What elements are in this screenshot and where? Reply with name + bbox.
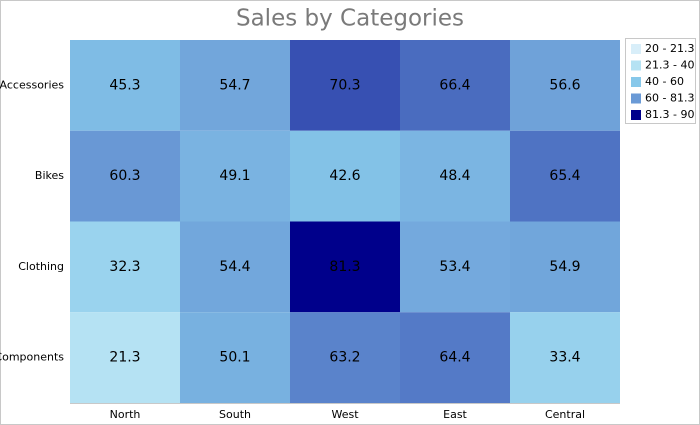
heat-cell (180, 130, 290, 222)
heat-cell (290, 40, 400, 131)
y-tick-label: Bikes (35, 169, 64, 182)
x-tick-label: West (331, 408, 359, 421)
cell-label: 33.4 (549, 350, 580, 366)
cell-label: 48.4 (439, 168, 470, 184)
legend-swatch (631, 60, 641, 71)
legend-label: 40 - 60 (645, 75, 684, 88)
heat-cell (510, 221, 620, 313)
heat-cell (400, 130, 510, 222)
x-tick-label: South (219, 408, 251, 421)
cell-label: 63.2 (329, 350, 360, 366)
cell-label: 21.3 (109, 350, 140, 366)
y-tick-label: Components (0, 351, 64, 364)
cell-label: 45.3 (109, 77, 140, 93)
heat-cell (70, 312, 180, 403)
cell-label: 54.7 (219, 77, 250, 93)
legend-label: 81.3 - 90 (645, 108, 694, 121)
heat-cell (70, 40, 180, 131)
legend-swatch (631, 110, 641, 120)
cell-label: 54.4 (219, 259, 250, 275)
heat-cell (180, 40, 290, 131)
heat-cell (290, 312, 400, 403)
legend-swatch (631, 93, 641, 104)
heat-cell (180, 221, 290, 313)
chart-title: Sales by Categories (236, 6, 464, 32)
cell-label: 54.9 (549, 259, 580, 275)
legend-swatch (631, 44, 641, 54)
heat-cell (290, 221, 400, 313)
cell-label: 70.3 (329, 77, 360, 93)
cell-label: 66.4 (439, 77, 470, 93)
cell-label: 56.6 (549, 77, 580, 93)
y-tick-label: Clothing (18, 260, 64, 273)
cell-label: 81.3 (329, 259, 360, 275)
cell-label: 32.3 (109, 259, 140, 275)
y-tick-label: Accessories (0, 78, 64, 91)
heat-cell (70, 130, 180, 222)
cell-label: 42.6 (329, 168, 360, 184)
cell-label: 64.4 (439, 350, 470, 366)
legend-label: 20 - 21.3 (645, 42, 694, 55)
cell-label: 49.1 (219, 168, 250, 184)
heat-cell (400, 312, 510, 403)
heat-cell (510, 40, 620, 131)
x-tick-label: East (443, 408, 467, 421)
heat-cell (510, 130, 620, 222)
x-tick-label: Central (545, 408, 585, 421)
heat-cell (510, 312, 620, 403)
legend-label: 60 - 81.3 (645, 92, 694, 105)
heat-cell (180, 312, 290, 403)
cell-label: 65.4 (549, 168, 580, 184)
heat-cell (400, 221, 510, 313)
legend-label: 21.3 - 40 (645, 59, 694, 72)
cell-label: 53.4 (439, 259, 470, 275)
heat-cell (400, 40, 510, 131)
cell-label: 50.1 (219, 350, 250, 366)
cell-label: 60.3 (109, 168, 140, 184)
x-tick-label: North (110, 408, 141, 421)
legend-swatch (631, 77, 641, 87)
heat-cell (70, 221, 180, 313)
heat-cell (290, 130, 400, 222)
